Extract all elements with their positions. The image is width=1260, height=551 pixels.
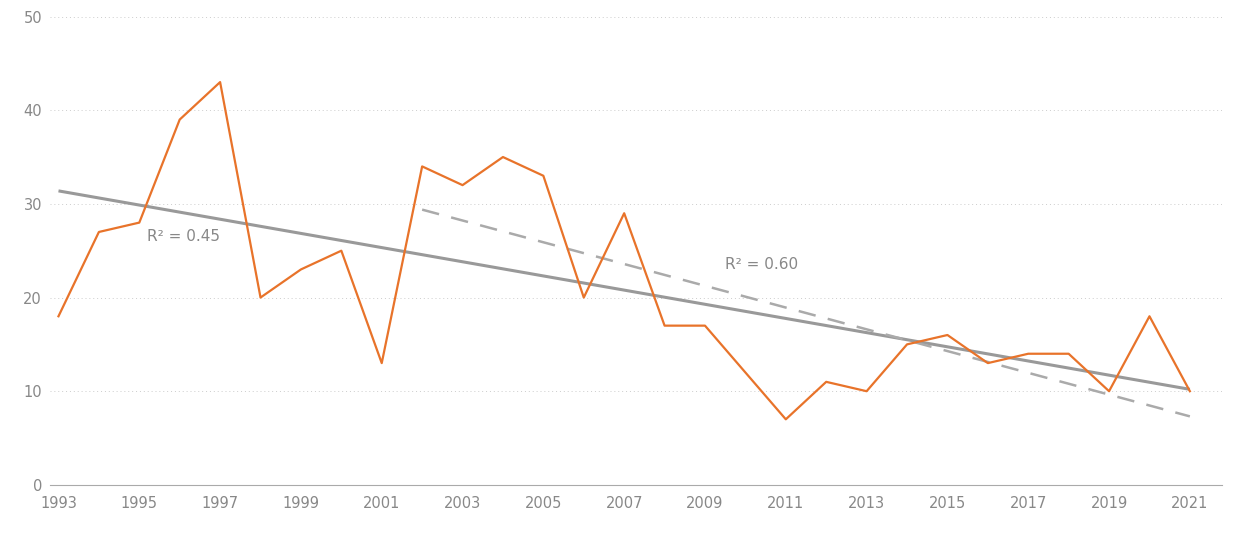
Text: R² = 0.60: R² = 0.60 bbox=[726, 257, 799, 272]
Text: R² = 0.45: R² = 0.45 bbox=[147, 229, 220, 244]
